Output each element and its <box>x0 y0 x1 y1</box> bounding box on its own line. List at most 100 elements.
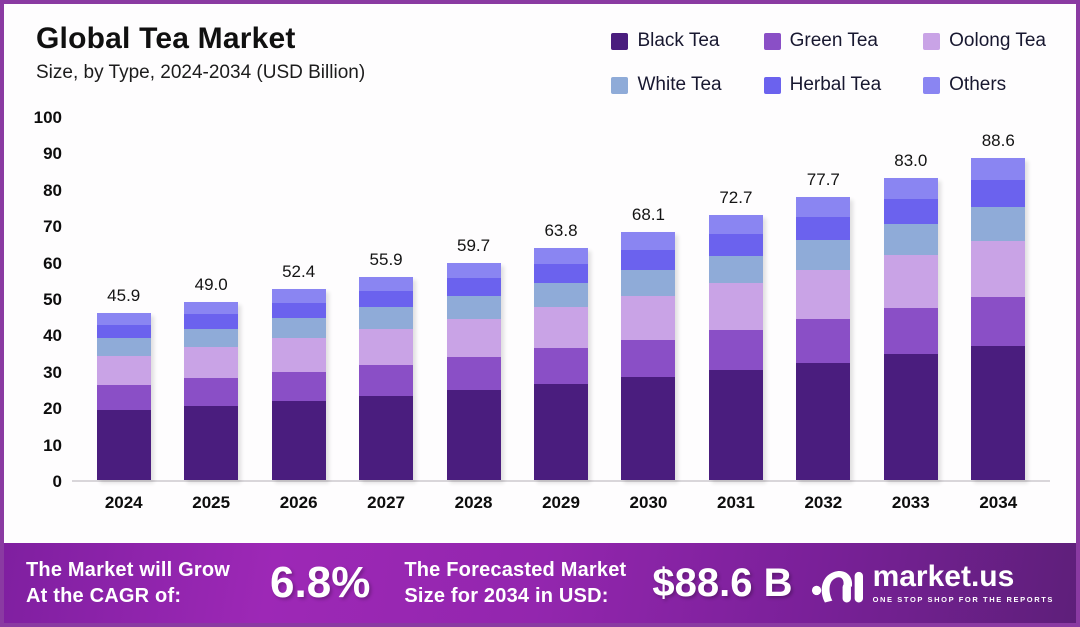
bar-segment-herbal-tea[interactable] <box>533 264 588 284</box>
bar-segment-herbal-tea[interactable] <box>621 249 676 270</box>
bar-group: 45.9 <box>80 286 167 480</box>
bar-segment-herbal-tea[interactable] <box>271 302 326 319</box>
bar-segment-white-tea[interactable] <box>359 307 414 329</box>
bar-segment-oolong-tea[interactable] <box>446 318 501 357</box>
bar-segment-green-tea[interactable] <box>184 378 239 406</box>
bar-segment-black-tea[interactable] <box>96 410 151 480</box>
bar-segment-green-tea[interactable] <box>271 371 326 402</box>
stacked-bar[interactable] <box>271 289 326 480</box>
bar-segment-black-tea[interactable] <box>533 383 588 480</box>
bar-segment-green-tea[interactable] <box>708 329 763 371</box>
bar-segment-others[interactable] <box>533 247 588 265</box>
stacked-bar[interactable] <box>971 157 1026 480</box>
bar-total-label: 52.4 <box>282 262 316 282</box>
y-axis-tick-label: 70 <box>43 217 62 237</box>
bar-segment-herbal-tea[interactable] <box>708 233 763 256</box>
bar-segment-oolong-tea[interactable] <box>533 307 588 349</box>
bar-segment-others[interactable] <box>359 276 414 291</box>
bar-segment-green-tea[interactable] <box>359 364 414 396</box>
bar-segment-herbal-tea[interactable] <box>971 180 1026 207</box>
bar-segment-black-tea[interactable] <box>271 401 326 480</box>
bar-segment-others[interactable] <box>96 312 151 325</box>
bar-segment-oolong-tea[interactable] <box>796 269 851 320</box>
bar-segment-white-tea[interactable] <box>446 295 501 319</box>
bar-total-label: 49.0 <box>194 274 228 294</box>
bar-segment-white-tea[interactable] <box>621 270 676 297</box>
bar-segment-black-tea[interactable] <box>708 370 763 480</box>
bar-segment-black-tea[interactable] <box>446 389 501 480</box>
bar-segment-others[interactable] <box>446 262 501 279</box>
legend-item-herbal-tea[interactable]: Herbal Tea <box>763 74 881 96</box>
bar-segment-others[interactable] <box>708 215 763 234</box>
bar-segment-oolong-tea[interactable] <box>621 296 676 340</box>
stacked-bar[interactable] <box>883 177 938 480</box>
x-axis-label: 2030 <box>629 493 668 512</box>
bar-segment-green-tea[interactable] <box>446 356 501 390</box>
stacked-bar[interactable] <box>359 276 414 480</box>
bar-segment-white-tea[interactable] <box>796 240 851 270</box>
cagr-label: The Market will Grow At the CAGR of: <box>26 558 231 607</box>
bar-segment-herbal-tea[interactable] <box>96 324 151 339</box>
legend-item-white-tea[interactable]: White Tea <box>611 74 722 96</box>
bar-segment-others[interactable] <box>883 177 938 200</box>
bar-segment-herbal-tea[interactable] <box>446 278 501 296</box>
bar-segment-black-tea[interactable] <box>883 354 938 480</box>
stacked-bar[interactable] <box>184 301 239 480</box>
bar-segment-oolong-tea[interactable] <box>971 240 1026 297</box>
legend-swatch-icon <box>763 76 781 94</box>
bar-segment-oolong-tea[interactable] <box>708 283 763 330</box>
bar-segment-oolong-tea[interactable] <box>96 355 151 386</box>
bar-segment-herbal-tea[interactable] <box>359 290 414 308</box>
bar-segment-others[interactable] <box>271 289 326 303</box>
bar-segment-green-tea[interactable] <box>796 319 851 363</box>
bar-segment-black-tea[interactable] <box>971 346 1026 480</box>
x-axis-label: 2027 <box>367 493 405 512</box>
stacked-bar[interactable] <box>446 262 501 480</box>
bar-segment-white-tea[interactable] <box>184 328 239 348</box>
bar-segment-herbal-tea[interactable] <box>184 314 239 329</box>
stacked-bar[interactable] <box>96 312 151 480</box>
bar-segment-white-tea[interactable] <box>883 223 938 256</box>
bar-segment-oolong-tea[interactable] <box>184 347 239 379</box>
bar-segment-others[interactable] <box>971 157 1026 181</box>
bar-segment-oolong-tea[interactable] <box>883 255 938 309</box>
bar-segment-others[interactable] <box>796 197 851 217</box>
bar-segment-oolong-tea[interactable] <box>271 338 326 372</box>
bar-segment-black-tea[interactable] <box>359 395 414 480</box>
legend-item-green-tea[interactable]: Green Tea <box>763 30 882 52</box>
chart-header: Global Tea Market Size, by Type, 2024-20… <box>36 22 365 84</box>
stacked-bar[interactable] <box>533 247 588 480</box>
legend-item-others[interactable]: Others <box>923 74 1046 96</box>
bar-segment-black-tea[interactable] <box>621 377 676 480</box>
bar-segment-white-tea[interactable] <box>271 318 326 339</box>
brand-text: market.us ONE STOP SHOP FOR THE REPORTS <box>873 562 1054 605</box>
bar-segment-herbal-tea[interactable] <box>796 216 851 241</box>
stacked-bar[interactable] <box>708 215 763 480</box>
bar-segment-white-tea[interactable] <box>971 206 1026 241</box>
bar-segment-green-tea[interactable] <box>96 385 151 411</box>
chart-legend: Black Tea Green Tea Oolong Tea White Tea Her… <box>611 30 1046 96</box>
bar-segment-white-tea[interactable] <box>96 338 151 356</box>
y-axis-tick-label: 90 <box>43 144 62 164</box>
bar-segment-black-tea[interactable] <box>184 405 239 480</box>
bar-segment-green-tea[interactable] <box>621 339 676 378</box>
stacked-bar[interactable] <box>621 232 676 480</box>
stacked-bar[interactable] <box>796 197 851 480</box>
legend-item-oolong-tea[interactable]: Oolong Tea <box>923 30 1046 52</box>
bar-group: 55.9 <box>342 250 429 480</box>
legend-swatch-icon <box>763 32 781 50</box>
bar-segment-herbal-tea[interactable] <box>883 199 938 224</box>
bar-segment-others[interactable] <box>184 301 239 315</box>
y-axis-tick-label: 50 <box>43 290 62 309</box>
bar-segment-oolong-tea[interactable] <box>359 328 414 365</box>
bar-segment-white-tea[interactable] <box>533 283 588 308</box>
bar-segment-green-tea[interactable] <box>971 296 1026 347</box>
bar-segment-others[interactable] <box>621 232 676 250</box>
bar-total-label: 45.9 <box>107 285 141 305</box>
bar-segment-white-tea[interactable] <box>708 255 763 284</box>
bar-segment-green-tea[interactable] <box>883 308 938 355</box>
legend-item-black-tea[interactable]: Black Tea <box>611 30 721 52</box>
bar-segment-green-tea[interactable] <box>533 348 588 384</box>
brand-lockup[interactable]: market.us ONE STOP SHOP FOR THE REPORTS <box>811 561 1054 605</box>
bar-segment-black-tea[interactable] <box>796 362 851 480</box>
